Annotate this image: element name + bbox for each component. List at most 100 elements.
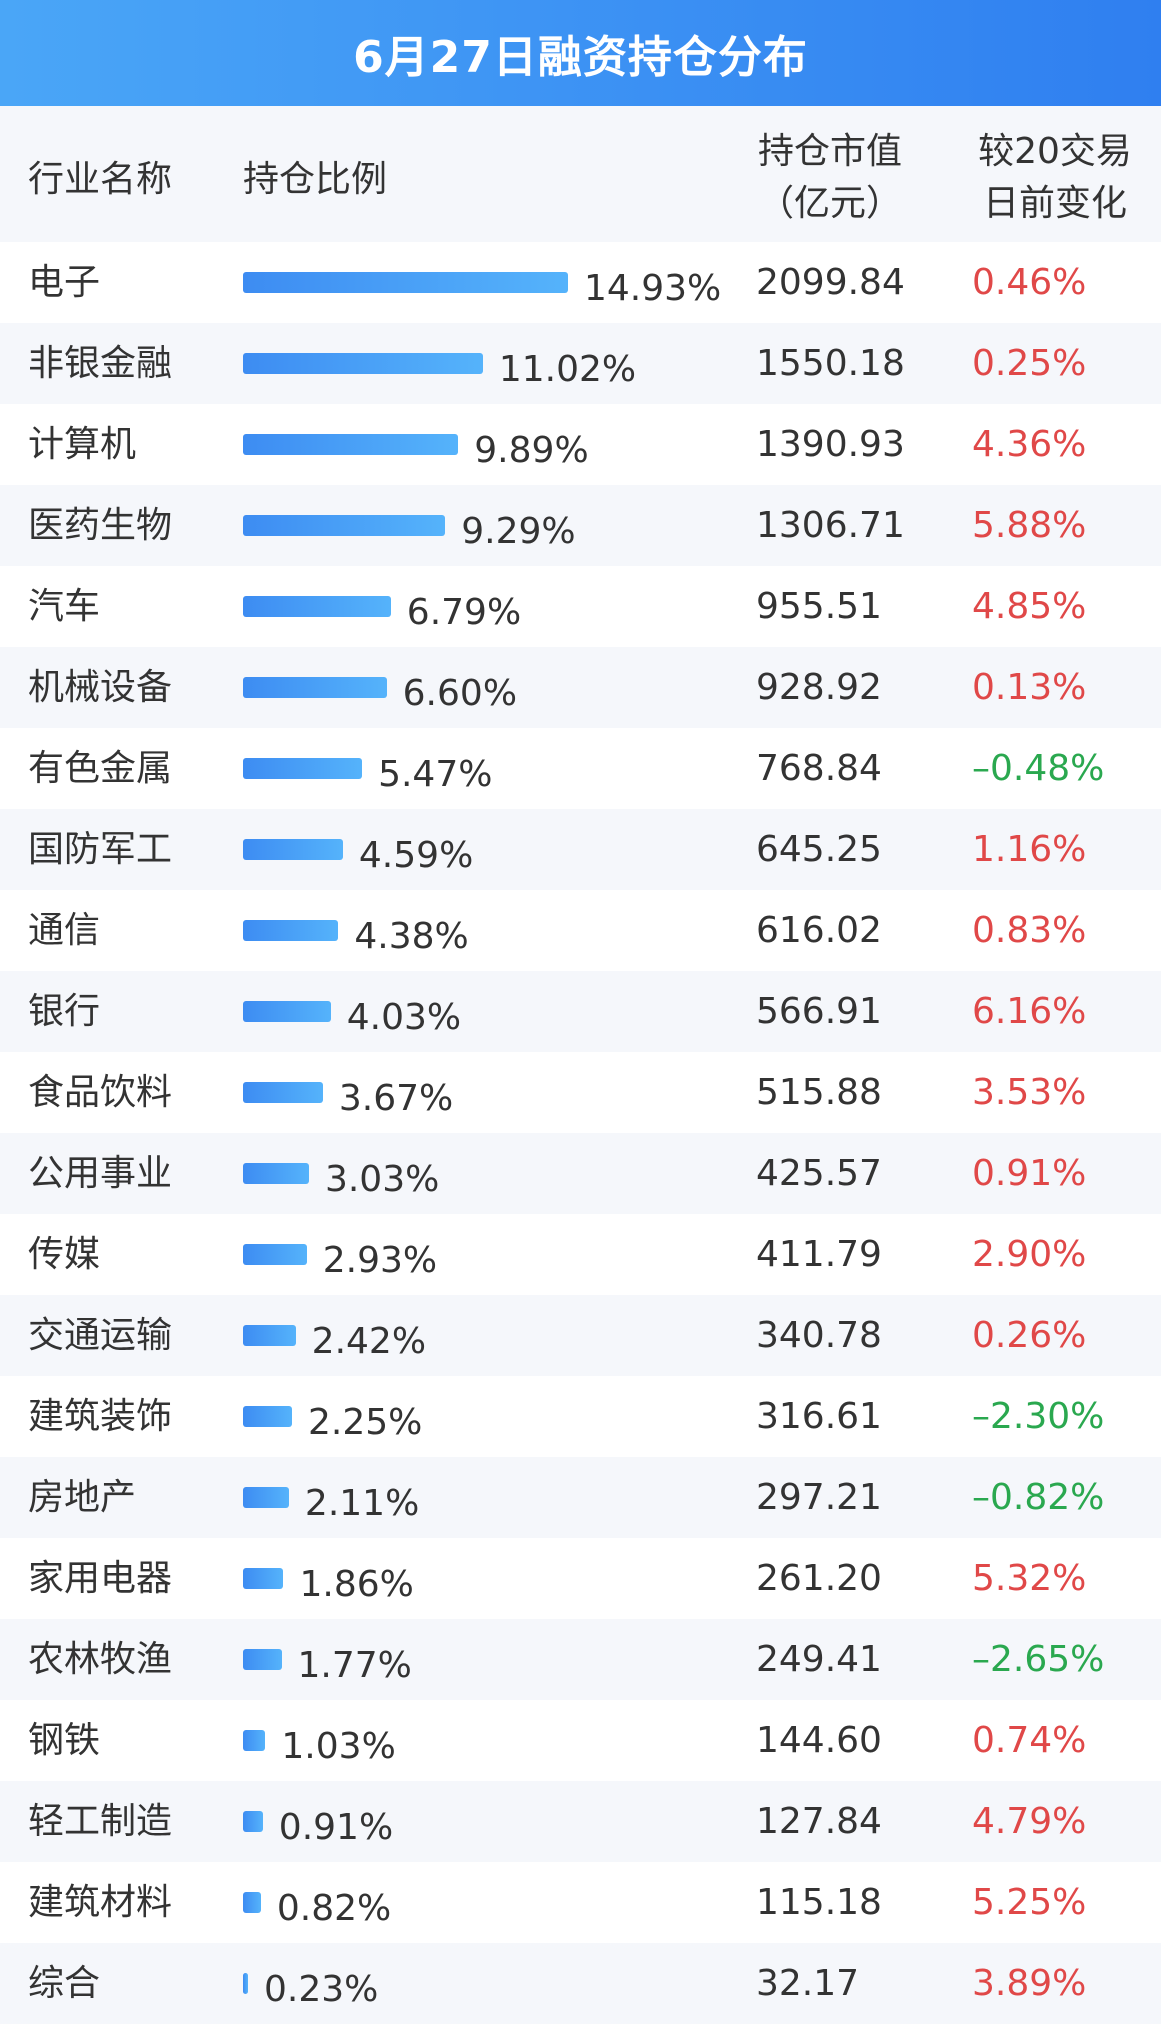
industry-name: 银行 — [28, 991, 101, 1032]
market-value: 955.51 — [756, 586, 882, 627]
ratio-bar — [243, 1082, 323, 1103]
market-value: 1550.18 — [756, 343, 905, 384]
industry-name: 传媒 — [28, 1234, 101, 1275]
ratio-bar — [243, 1973, 248, 1994]
market-value: 32.17 — [756, 1963, 860, 2004]
market-value: 340.78 — [756, 1315, 882, 1356]
header-market-value: 持仓市值 （亿元） — [700, 126, 960, 230]
industry-name: 机械设备 — [28, 667, 173, 708]
change-value: 4.79% — [972, 1801, 1087, 1842]
table-row: 银行 4.03% 566.91 6.16% — [0, 971, 1161, 1052]
ratio-bar — [243, 1568, 284, 1589]
ratio-label: 1.86% — [299, 1564, 414, 1605]
ratio-label: 5.47% — [378, 754, 493, 795]
market-value: 316.61 — [756, 1396, 882, 1437]
industry-name: 轻工制造 — [28, 1801, 173, 1842]
ratio-label: 2.25% — [307, 1402, 423, 1443]
market-value: 261.20 — [756, 1558, 882, 1599]
ratio-bar — [243, 920, 339, 941]
change-value: 3.53% — [972, 1072, 1087, 1113]
market-value: 144.60 — [756, 1720, 882, 1761]
market-value: 515.88 — [756, 1072, 882, 1113]
industry-name: 电子 — [28, 262, 101, 303]
industry-name: 房地产 — [28, 1477, 137, 1518]
change-value: –0.82% — [972, 1477, 1105, 1518]
change-value: 0.91% — [972, 1153, 1087, 1194]
table-body: 电子 14.93% 2099.84 0.46% 非银金融 11.02% 1550.18 0.2… — [0, 242, 1161, 2024]
table-row: 传媒 2.93% 411.79 2.90% — [0, 1214, 1161, 1295]
table-row: 计算机 9.89% 1390.93 4.36% — [0, 404, 1161, 485]
table-row: 食品饮料 3.67% 515.88 3.53% — [0, 1052, 1161, 1133]
industry-name: 有色金属 — [28, 748, 173, 789]
industry-name: 综合 — [28, 1963, 101, 2004]
ratio-bar — [243, 1325, 296, 1346]
industry-name: 食品饮料 — [28, 1072, 173, 1113]
table-row: 综合 0.23% 32.17 3.89% — [0, 1943, 1161, 2024]
change-value: 5.88% — [972, 505, 1087, 546]
change-value: 0.25% — [972, 343, 1087, 384]
market-value: 249.41 — [756, 1639, 882, 1680]
change-value: 3.89% — [972, 1963, 1087, 2004]
ratio-bar — [243, 677, 387, 698]
ratio-label: 1.77% — [297, 1645, 412, 1686]
ratio-bar — [243, 1730, 266, 1751]
market-value: 768.84 — [756, 748, 882, 789]
ratio-label: 3.67% — [338, 1078, 454, 1119]
market-value: 1390.93 — [756, 424, 905, 465]
change-value: 0.83% — [972, 910, 1087, 951]
ratio-label: 0.91% — [278, 1807, 394, 1848]
ratio-label: 2.93% — [322, 1240, 438, 1281]
table-row: 建筑装饰 2.25% 316.61 –2.30% — [0, 1376, 1161, 1457]
ratio-bar — [243, 1487, 289, 1508]
table-row: 钢铁 1.03% 144.60 0.74% — [0, 1700, 1161, 1781]
ratio-label: 6.79% — [406, 592, 522, 633]
ratio-bar — [243, 1406, 292, 1427]
ratio-label: 3.03% — [324, 1159, 440, 1200]
industry-name: 建筑材料 — [28, 1882, 173, 1923]
ratio-bar — [243, 1163, 309, 1184]
industry-name: 汽车 — [28, 586, 101, 627]
ratio-bar — [243, 758, 363, 779]
ratio-label: 0.82% — [276, 1888, 392, 1929]
change-value: –2.30% — [972, 1396, 1105, 1437]
table-row: 国防军工 4.59% 645.25 1.16% — [0, 809, 1161, 890]
market-value: 928.92 — [756, 667, 882, 708]
ratio-bar — [243, 272, 568, 293]
change-value: 2.90% — [972, 1234, 1087, 1275]
industry-name: 医药生物 — [28, 505, 173, 546]
ratio-label: 4.38% — [354, 916, 469, 957]
table-row: 建筑材料 0.82% 115.18 5.25% — [0, 1862, 1161, 1943]
ratio-label: 2.11% — [304, 1483, 420, 1524]
change-value: –0.48% — [972, 748, 1105, 789]
header-change-line2: 日前变化 — [982, 183, 1127, 224]
ratio-bar — [243, 1649, 282, 1670]
table-row: 家用电器 1.86% 261.20 5.32% — [0, 1538, 1161, 1619]
change-value: 0.46% — [972, 262, 1087, 303]
change-value: 1.16% — [972, 829, 1087, 870]
table-row: 农林牧渔 1.77% 249.41 –2.65% — [0, 1619, 1161, 1700]
ratio-label: 4.59% — [358, 835, 474, 876]
header-market-value-line2: （亿元） — [757, 183, 902, 224]
industry-name: 交通运输 — [28, 1315, 173, 1356]
market-value: 425.57 — [756, 1153, 882, 1194]
table-row: 通信 4.38% 616.02 0.83% — [0, 890, 1161, 971]
change-value: 5.32% — [972, 1558, 1087, 1599]
table-row: 非银金融 11.02% 1550.18 0.25% — [0, 323, 1161, 404]
table-row: 机械设备 6.60% 928.92 0.13% — [0, 647, 1161, 728]
ratio-label: 14.93% — [584, 268, 722, 309]
header-industry-name: 行业名称 — [28, 159, 173, 200]
header-market-value-line1: 持仓市值 — [757, 131, 902, 172]
ratio-bar — [243, 353, 483, 374]
header-change-line1: 较20交易 — [978, 131, 1132, 172]
ratio-label: 9.89% — [474, 430, 589, 471]
industry-name: 计算机 — [28, 424, 137, 465]
ratio-bar — [243, 1244, 307, 1265]
ratio-label: 2.42% — [311, 1321, 427, 1362]
ratio-bar — [243, 839, 343, 860]
header-holding-ratio: 持仓比例 — [243, 159, 388, 200]
industry-name: 钢铁 — [28, 1720, 101, 1761]
change-value: 0.74% — [972, 1720, 1087, 1761]
industry-name: 国防军工 — [28, 829, 173, 870]
ratio-bar — [243, 434, 459, 455]
industry-name: 通信 — [28, 910, 101, 951]
